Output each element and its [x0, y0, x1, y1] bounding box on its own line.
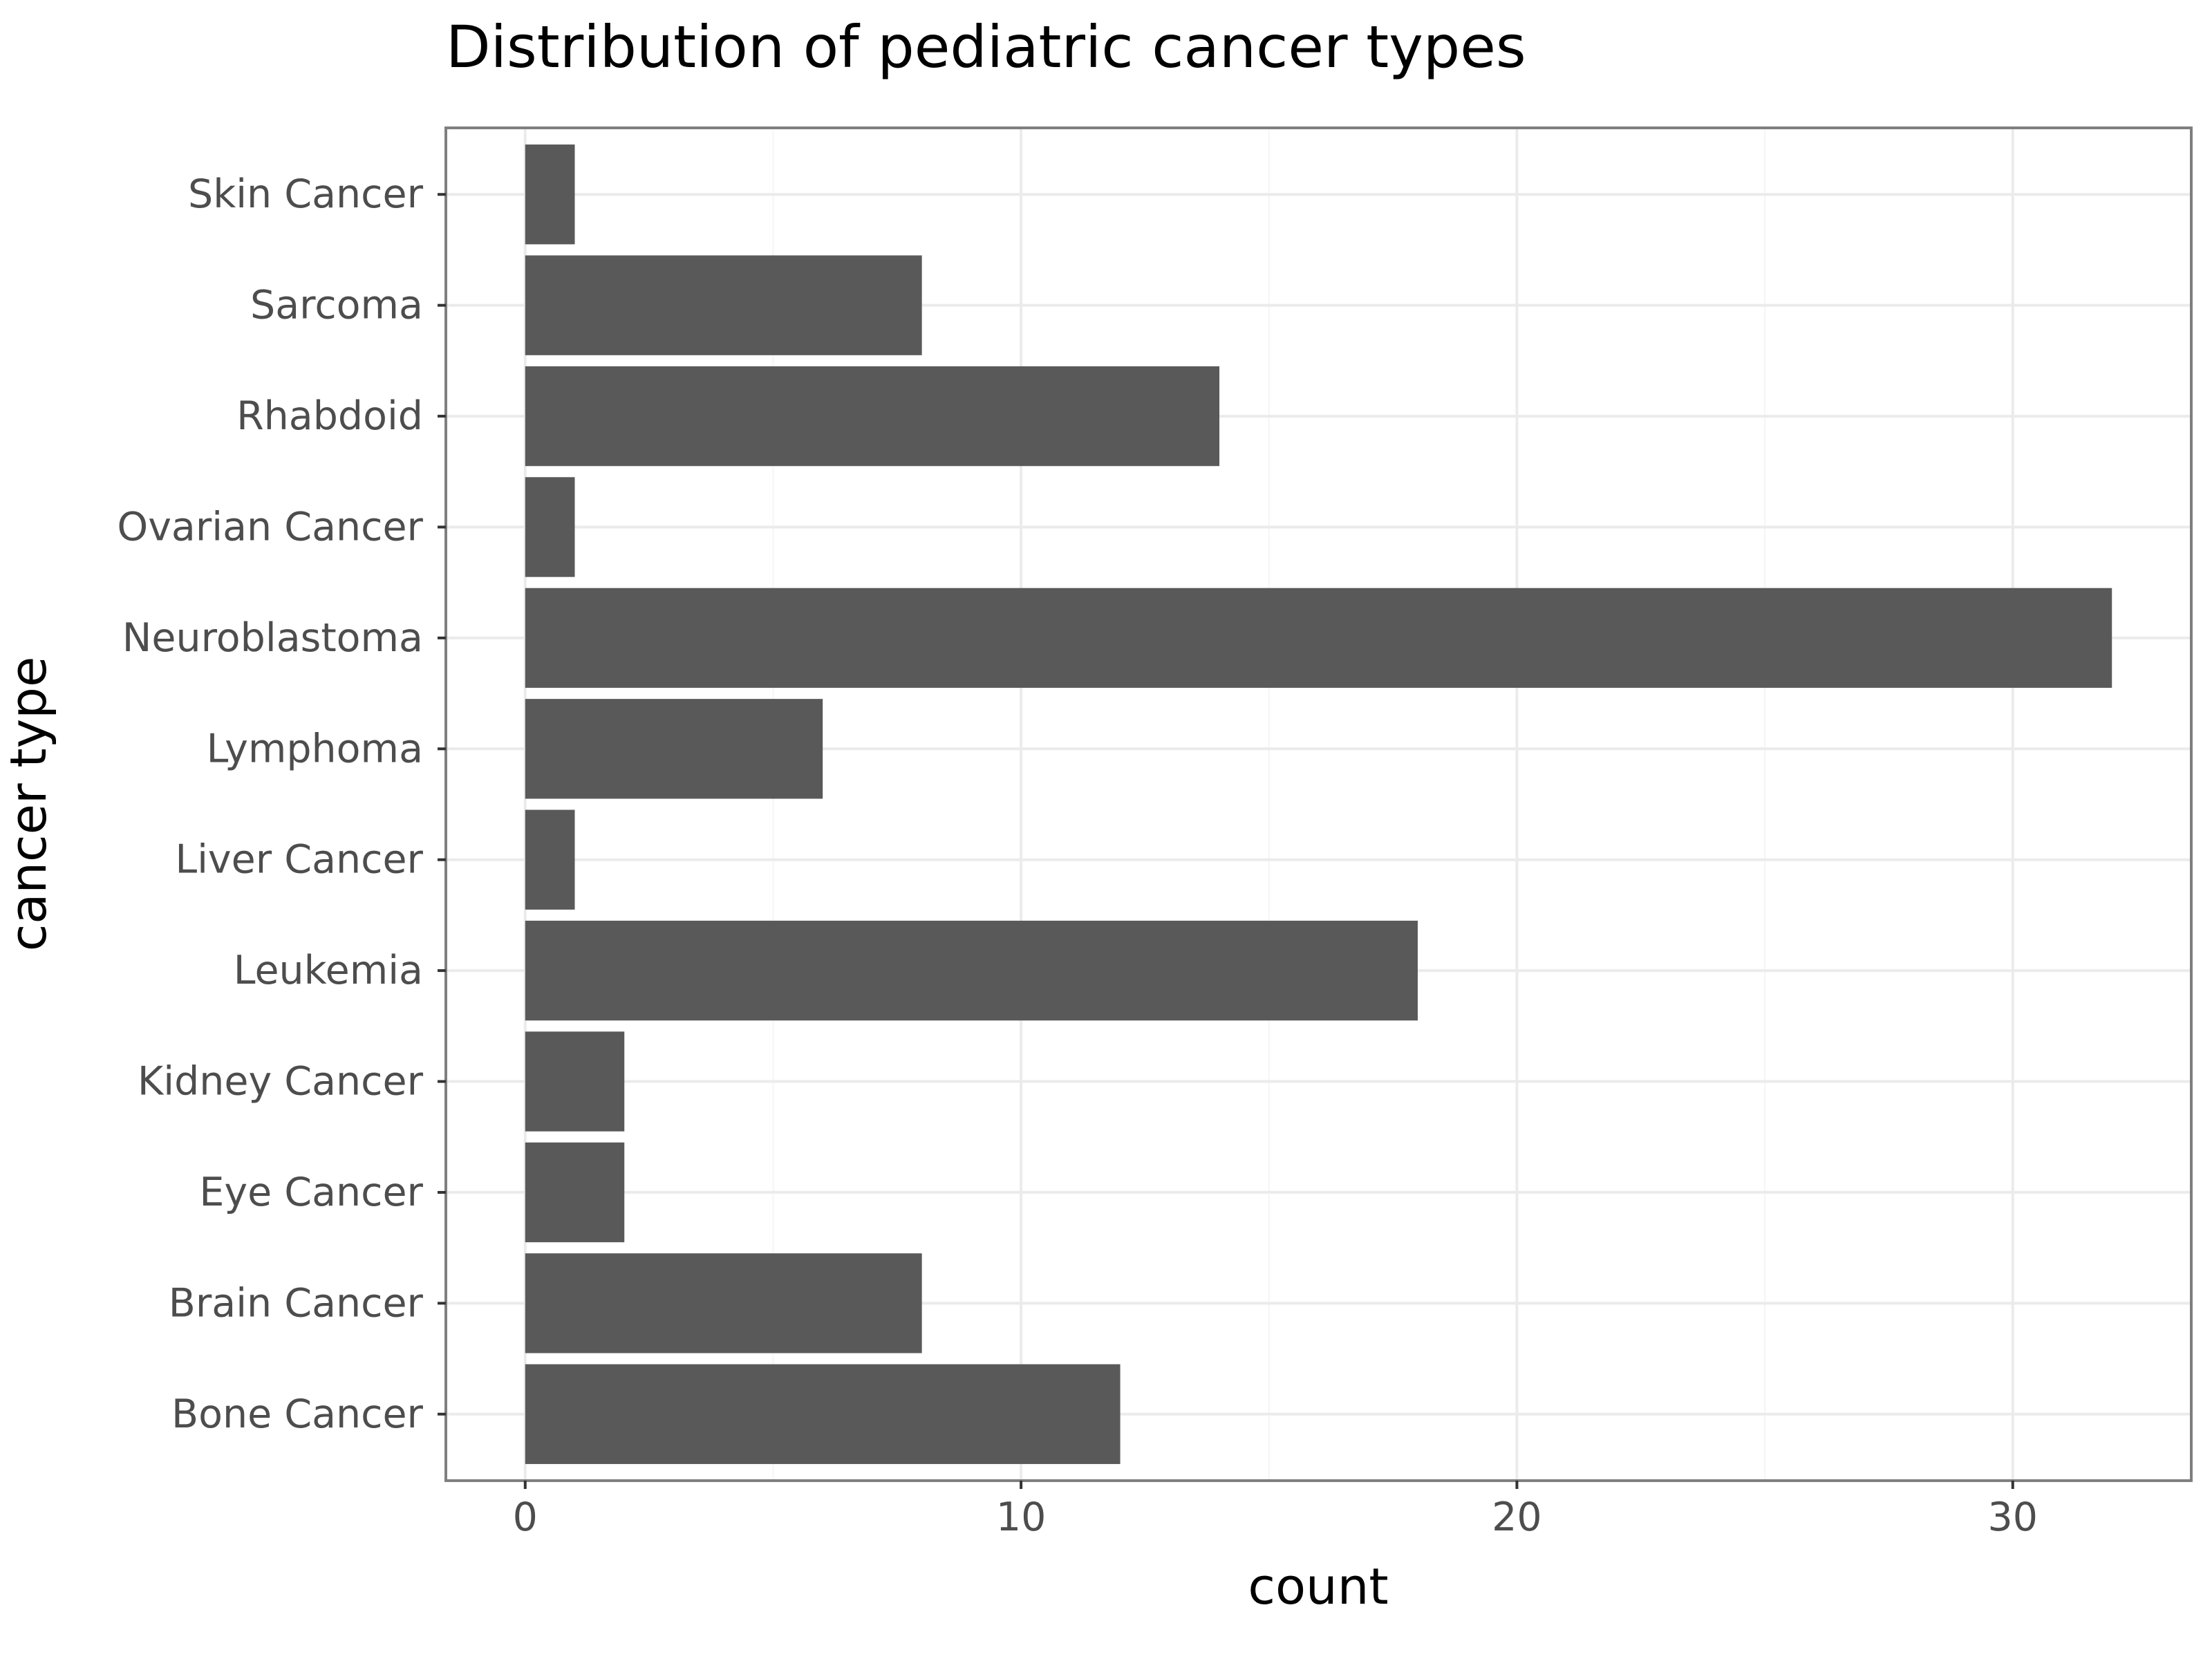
- bar-lymphoma: [525, 699, 823, 799]
- bar-sarcoma: [525, 255, 922, 355]
- x-tick-label: 10: [996, 1494, 1047, 1540]
- y-tick-label: Leukemia: [234, 948, 423, 993]
- y-tick-label: Ovarian Cancer: [117, 504, 423, 550]
- y-tick-label: Eye Cancer: [199, 1170, 423, 1215]
- bar-liver-cancer: [525, 809, 575, 910]
- axis-ticks: [438, 193, 2014, 1489]
- bar-bone-cancer: [525, 1364, 1121, 1464]
- x-tick-label: 20: [1492, 1494, 1542, 1540]
- panel-border: [444, 126, 2193, 1482]
- bar-eye-cancer: [525, 1142, 625, 1243]
- y-tick-label: Liver Cancer: [175, 837, 423, 883]
- bars: [525, 144, 2112, 1464]
- y-tick-label: Brain Cancer: [169, 1280, 424, 1326]
- bar-rhabdoid: [525, 366, 1220, 467]
- y-tick-label: Lymphoma: [207, 726, 423, 771]
- x-tick-label: 0: [513, 1494, 538, 1540]
- bar-brain-cancer: [525, 1253, 922, 1353]
- x-axis-label: count: [1248, 1557, 1388, 1615]
- y-axis-label: cancer type: [0, 657, 57, 952]
- y-tick-label: Sarcoma: [250, 283, 423, 328]
- y-tick-label: Neuroblastoma: [122, 615, 423, 661]
- y-tick-label: Rhabdoid: [236, 393, 423, 439]
- bar-ovarian-cancer: [525, 477, 575, 577]
- x-tick-label: 30: [1987, 1494, 2038, 1540]
- y-tick-label: Skin Cancer: [188, 171, 424, 217]
- chart-title: Distribution of pediatric cancer types: [446, 13, 1526, 81]
- x-axis-tick-labels: 0 10 20 30: [513, 1494, 2038, 1540]
- bar-kidney-cancer: [525, 1031, 625, 1132]
- bar-neuroblastoma: [525, 588, 2112, 688]
- bar-leukemia: [525, 920, 1418, 1021]
- bar-skin-cancer: [525, 144, 575, 245]
- y-tick-label: Kidney Cancer: [138, 1059, 424, 1105]
- y-axis-tick-labels: Bone Cancer Brain Cancer Eye Cancer Kidney …: [117, 171, 423, 1437]
- y-tick-label: Bone Cancer: [171, 1391, 424, 1437]
